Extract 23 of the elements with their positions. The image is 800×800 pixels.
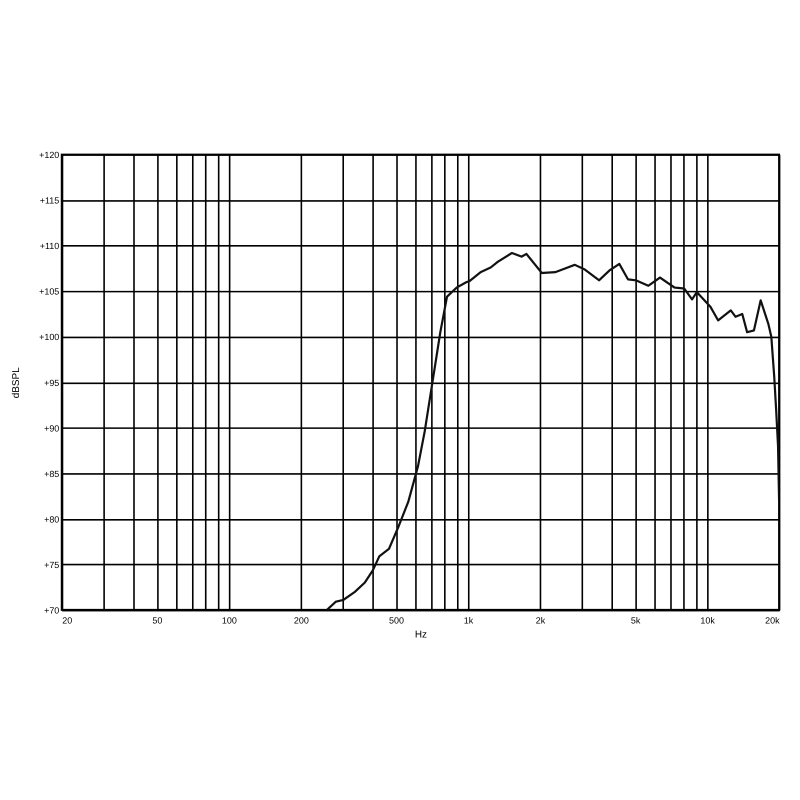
y-tick-label: +100: [39, 332, 60, 342]
x-tick-label: 20k: [765, 615, 780, 626]
y-tick-label: +115: [40, 196, 60, 206]
y-tick-label: +70: [44, 605, 60, 616]
x-tick-label: 1k: [464, 615, 474, 626]
x-tick-label: 10k: [700, 615, 716, 626]
x-tick-label: 200: [294, 615, 309, 626]
y-tick-label: +120: [39, 150, 60, 160]
x-tick-label: 50: [152, 615, 162, 626]
y-tick-label: +90: [44, 423, 60, 434]
y-tick-label: +110: [40, 241, 60, 252]
x-axis-title: Hz: [414, 629, 428, 640]
x-tick-label: 2k: [536, 615, 546, 626]
y-tick-label: +85: [44, 468, 60, 479]
y-tick-label: +80: [44, 514, 60, 524]
x-tick-label: 100: [222, 615, 237, 626]
x-tick-label: 500: [389, 615, 404, 626]
x-tick-label: 5k: [630, 615, 641, 626]
x-tick-label: 20: [62, 615, 72, 626]
y-tick-label: +95: [44, 378, 60, 388]
y-tick-label: +105: [39, 286, 60, 297]
y-axis-title: dBSPL: [11, 366, 22, 398]
y-tick-label: +75: [44, 560, 60, 570]
